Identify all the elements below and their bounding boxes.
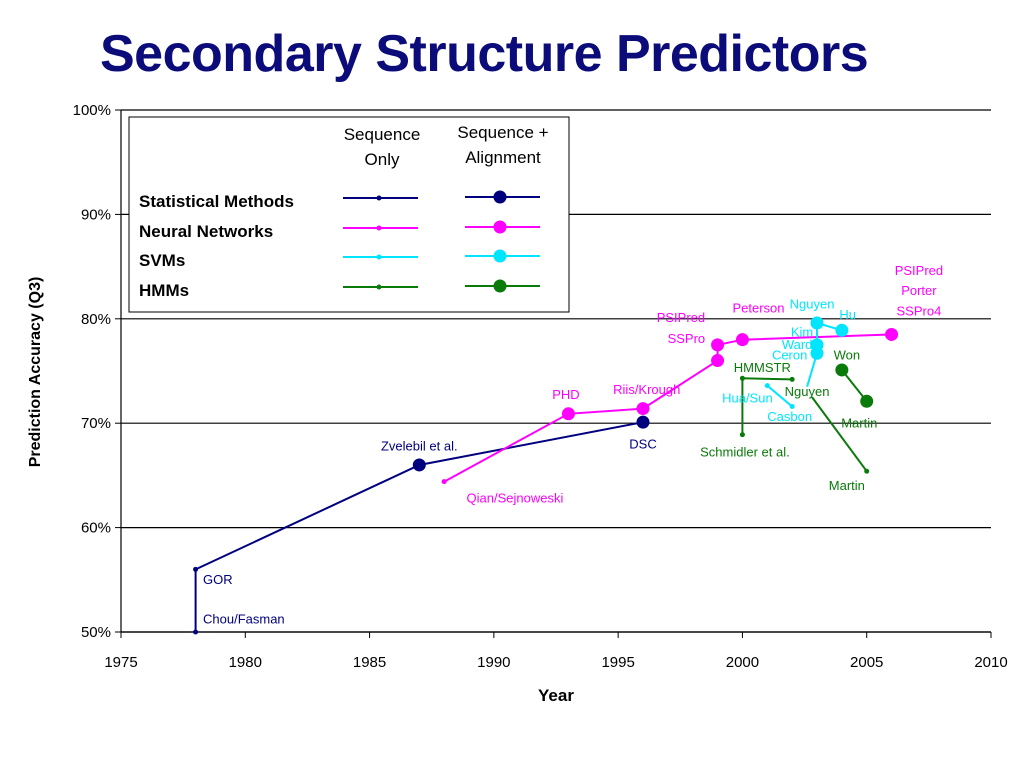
data-point-svm bbox=[810, 338, 824, 352]
data-point-hmm bbox=[835, 363, 849, 377]
x-tick-label: 1985 bbox=[353, 654, 386, 671]
x-tick-label: 2005 bbox=[850, 654, 883, 671]
point-label: PSIPred bbox=[895, 263, 943, 278]
data-point-statistical bbox=[636, 415, 650, 429]
point-label: Martin bbox=[841, 415, 877, 430]
x-tick-label: 1990 bbox=[477, 654, 510, 671]
point-label: Nguyen bbox=[785, 384, 830, 399]
point-label: HMMSTR bbox=[734, 360, 791, 375]
legend-column-header: Sequence + bbox=[457, 123, 548, 142]
point-label: Ceron bbox=[772, 348, 807, 363]
point-label: PHD bbox=[552, 387, 579, 402]
legend-marker-seq-only bbox=[376, 195, 382, 201]
legend-box bbox=[128, 116, 570, 313]
x-axis-label: Year bbox=[538, 686, 574, 705]
data-point-svm bbox=[835, 323, 849, 337]
series-line-neural bbox=[443, 333, 892, 483]
y-tick-label: 80% bbox=[81, 311, 111, 328]
point-label: Peterson bbox=[732, 301, 784, 316]
point-label: GOR bbox=[203, 572, 233, 587]
y-tick-label: 70% bbox=[81, 415, 111, 432]
point-label: Won bbox=[834, 348, 861, 363]
slide-title: Secondary Structure Predictors bbox=[100, 25, 869, 83]
legend-marker-seq-align bbox=[493, 279, 507, 293]
legend-row-label: SVMs bbox=[139, 251, 185, 270]
point-label: Schmidler et al. bbox=[700, 445, 790, 460]
data-point-neural bbox=[711, 354, 725, 368]
data-point-neural bbox=[636, 402, 650, 416]
legend-row-label: Neural Networks bbox=[139, 222, 273, 241]
data-point-statistical bbox=[412, 458, 426, 472]
data-point-svm bbox=[810, 316, 824, 330]
point-label: Chou/Fasman bbox=[203, 612, 285, 627]
point-label: DSC bbox=[629, 436, 656, 451]
data-point-hmm bbox=[739, 432, 745, 438]
y-tick-label: 100% bbox=[73, 102, 111, 119]
point-label: SSPro4 bbox=[897, 304, 942, 319]
legend-marker-seq-align bbox=[493, 190, 507, 204]
legend-row-label: HMMs bbox=[139, 281, 189, 300]
point-label: Nguyen bbox=[790, 296, 835, 311]
point-label: Ward bbox=[782, 337, 813, 352]
point-label: Hua/Sun bbox=[722, 390, 773, 405]
point-label: Hu bbox=[839, 307, 856, 322]
y-tick-label: 50% bbox=[81, 624, 111, 641]
x-tick-label: 2000 bbox=[726, 654, 759, 671]
series-line-hmm bbox=[841, 369, 868, 402]
legend-column-header: Sequence bbox=[344, 125, 421, 144]
point-label: SSPro bbox=[668, 331, 706, 346]
legend-column-header: Only bbox=[365, 150, 400, 169]
data-point-statistical bbox=[193, 629, 199, 635]
legend-marker-seq-only bbox=[376, 254, 382, 260]
point-label: Casbon bbox=[767, 409, 812, 424]
point-label: Kim bbox=[791, 325, 813, 340]
data-point-svm bbox=[764, 383, 770, 389]
data-point-neural bbox=[885, 327, 899, 341]
y-tick-label: 60% bbox=[81, 520, 111, 537]
point-annotations: GOR Chou/Fasman Zvelebil et al. DSC Qian/Sej… bbox=[203, 263, 943, 627]
point-label: Zvelebil et al. bbox=[381, 438, 458, 453]
data-point-neural bbox=[735, 333, 749, 347]
legend-marker-seq-align bbox=[493, 220, 507, 234]
legend: Sequence Only Sequence + Alignment Statistic… bbox=[128, 116, 570, 313]
point-label: Riis/Krough bbox=[613, 382, 680, 397]
point-label: Martin bbox=[829, 478, 865, 493]
series-line-hmm bbox=[811, 396, 868, 472]
legend-row-label: Statistical Methods bbox=[139, 192, 294, 211]
data-point-svm bbox=[789, 403, 795, 409]
point-label: Porter bbox=[901, 283, 937, 298]
series-line-statistical bbox=[194, 421, 644, 632]
legend-column-header: Alignment bbox=[465, 148, 541, 167]
data-point-statistical bbox=[193, 566, 199, 572]
y-tick-label: 90% bbox=[81, 206, 111, 223]
data-point-hmm bbox=[739, 375, 745, 381]
data-point-hmm bbox=[864, 468, 870, 474]
legend-marker-seq-align bbox=[493, 249, 507, 263]
axes: 50% 60% 70% 80% 90% 100% 1975 1980 1985 1990 1995 2… bbox=[73, 102, 1008, 671]
legend-marker-seq-only bbox=[376, 225, 382, 231]
point-label: PSIPred bbox=[657, 310, 705, 325]
x-tick-label: 2010 bbox=[974, 654, 1007, 671]
x-tick-label: 1995 bbox=[601, 654, 634, 671]
data-point-neural bbox=[711, 338, 725, 352]
y-axis-label: Prediction Accuracy (Q3) bbox=[27, 277, 44, 468]
x-tick-label: 1975 bbox=[104, 654, 137, 671]
legend-marker-seq-only bbox=[376, 284, 382, 290]
point-label: Qian/Sejnoweski bbox=[467, 491, 564, 506]
series-points bbox=[193, 316, 899, 635]
data-point-hmm bbox=[860, 394, 874, 408]
data-point-hmm bbox=[789, 376, 795, 382]
x-tick-label: 1980 bbox=[229, 654, 262, 671]
data-point-neural bbox=[561, 407, 575, 421]
series-line-svm bbox=[766, 384, 793, 408]
data-point-neural bbox=[441, 479, 447, 485]
